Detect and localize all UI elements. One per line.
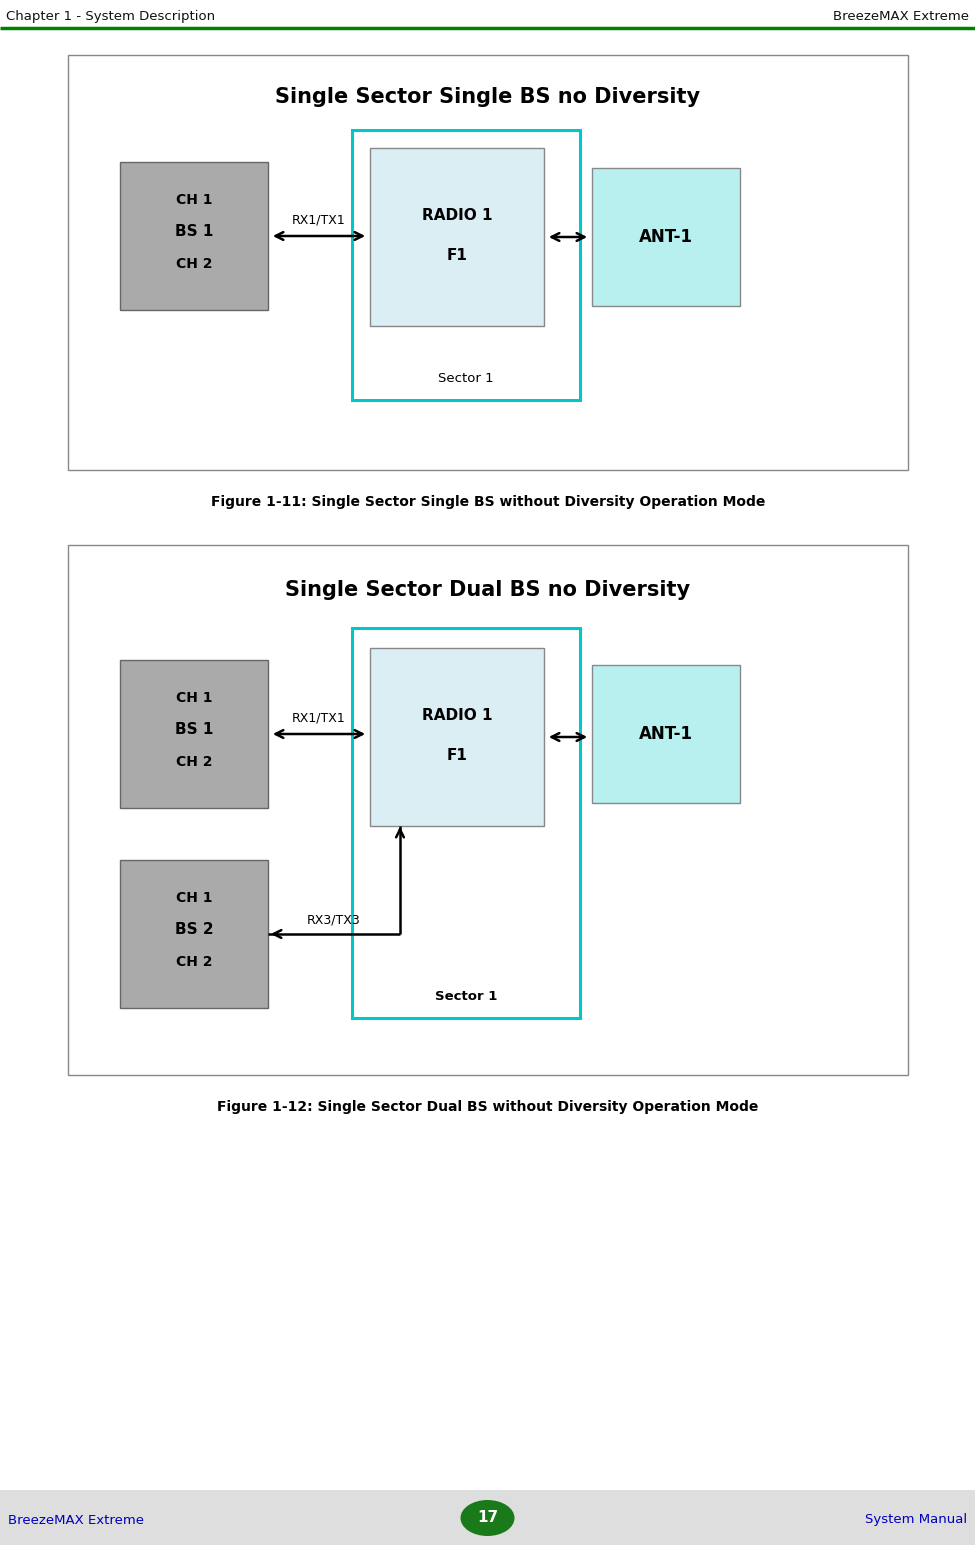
Text: BS 1: BS 1 [175,723,214,737]
Text: Sector 1: Sector 1 [438,371,493,385]
Ellipse shape [460,1500,515,1536]
Text: F1: F1 [447,247,467,263]
Text: Single Sector Dual BS no Diversity: Single Sector Dual BS no Diversity [286,579,690,599]
Text: F1: F1 [447,748,467,763]
Text: CH 2: CH 2 [176,955,213,969]
Text: CH 1: CH 1 [176,193,213,207]
Text: RADIO 1: RADIO 1 [422,207,492,222]
Text: RX3/TX3: RX3/TX3 [307,913,361,927]
Text: RX1/TX1: RX1/TX1 [292,712,346,725]
Text: ANT-1: ANT-1 [639,725,693,743]
Text: BreezeMAX Extreme: BreezeMAX Extreme [833,9,969,23]
Bar [370,647,544,827]
Text: RADIO 1: RADIO 1 [422,708,492,723]
Text: CH 2: CH 2 [176,256,213,270]
Bar [592,168,740,306]
Text: 17: 17 [477,1511,498,1525]
Text: CH 1: CH 1 [176,891,213,905]
Bar [120,162,268,311]
Text: RX1/TX1: RX1/TX1 [292,213,346,227]
Text: Figure 1-12: Single Sector Dual BS without Diversity Operation Mode: Figure 1-12: Single Sector Dual BS witho… [217,1100,759,1114]
Bar [68,56,908,470]
Bar [68,545,908,1075]
Bar [352,627,580,1018]
Bar [0,1489,975,1545]
Text: ANT-1: ANT-1 [639,229,693,246]
Text: System Manual: System Manual [865,1514,967,1526]
Text: Sector 1: Sector 1 [435,989,497,1003]
Text: CH 2: CH 2 [176,756,213,769]
Bar [592,664,740,803]
Text: CH 1: CH 1 [176,691,213,705]
Bar [120,861,268,1007]
Text: Chapter 1 - System Description: Chapter 1 - System Description [6,9,215,23]
Text: Figure 1-11: Single Sector Single BS without Diversity Operation Mode: Figure 1-11: Single Sector Single BS wit… [211,494,765,508]
Bar [370,148,544,326]
Bar [352,130,580,400]
Text: Single Sector Single BS no Diversity: Single Sector Single BS no Diversity [275,87,701,107]
Text: BreezeMAX Extreme: BreezeMAX Extreme [8,1514,144,1526]
Bar [120,660,268,808]
Text: BS 2: BS 2 [175,922,214,938]
Text: BS 1: BS 1 [175,224,214,239]
